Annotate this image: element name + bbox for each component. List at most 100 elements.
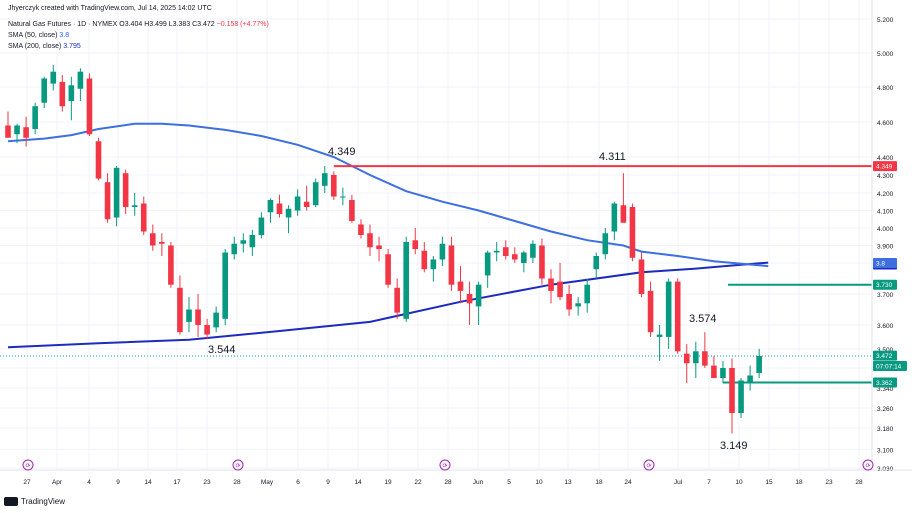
candle bbox=[747, 365, 753, 391]
candle bbox=[349, 194, 355, 223]
tradingview-brand-text: TradingView bbox=[21, 497, 66, 506]
x-tick-label: 15 bbox=[765, 479, 773, 486]
y-tick-label: 4.200 bbox=[877, 191, 894, 198]
candle bbox=[611, 201, 618, 241]
x-tick-label: 28 bbox=[444, 479, 452, 486]
event-marker-icon[interactable] bbox=[643, 459, 655, 471]
y-tick-label: 4.600 bbox=[877, 120, 894, 127]
candle bbox=[358, 219, 364, 239]
event-marker-icon[interactable] bbox=[232, 459, 244, 471]
event-marker-glyph: ⟳ bbox=[442, 464, 447, 470]
countdown-timer: 07:07:14 bbox=[876, 364, 902, 371]
candle bbox=[150, 224, 156, 251]
candle bbox=[693, 341, 699, 378]
high-value: H3.499 bbox=[144, 21, 167, 28]
y-tick-label: 4.300 bbox=[877, 173, 894, 180]
x-tick-label: 7 bbox=[707, 479, 711, 486]
x-tick-label: May bbox=[261, 479, 274, 486]
x-tick-label: 6 bbox=[296, 479, 300, 486]
candle bbox=[530, 240, 536, 263]
candle bbox=[548, 269, 554, 304]
price-badge-text: 3.362 bbox=[876, 380, 893, 387]
instrument-line: Natural Gas Futures · 1D · NYMEX O3.404 … bbox=[8, 21, 269, 28]
candle bbox=[720, 360, 726, 383]
y-tick-label: 5.200 bbox=[877, 17, 894, 24]
candle bbox=[430, 256, 437, 282]
x-tick-label: 22 bbox=[414, 479, 422, 486]
sma-200-label: SMA (200, close) bbox=[8, 43, 62, 50]
event-marker-icon[interactable] bbox=[22, 459, 34, 471]
x-tick-label: 9 bbox=[326, 479, 330, 486]
sma-200-value: 3.795 bbox=[63, 43, 81, 50]
candle bbox=[104, 173, 111, 223]
x-tick-label: 28 bbox=[855, 479, 863, 486]
y-tick-label: 3.340 bbox=[877, 386, 894, 393]
candle bbox=[86, 73, 93, 136]
candle bbox=[602, 228, 609, 260]
candle bbox=[213, 306, 219, 333]
event-markers[interactable]: ⟳ ⟳ ⟳ ⟳ ⟳ bbox=[22, 459, 874, 471]
x-tick-label: Apr bbox=[52, 479, 63, 486]
candle bbox=[575, 297, 581, 316]
candle bbox=[566, 284, 572, 316]
x-tick-label: 28 bbox=[233, 479, 241, 486]
x-tick-label: 17 bbox=[173, 479, 181, 486]
y-tick-label: 4.400 bbox=[877, 155, 894, 162]
candle bbox=[77, 68, 84, 101]
y-tick-label: 3.600 bbox=[877, 323, 894, 330]
candle bbox=[629, 203, 636, 262]
price-badge-text: 3.730 bbox=[876, 282, 893, 289]
price-badge-text: 3.472 bbox=[876, 353, 893, 360]
event-marker-glyph: ⟳ bbox=[646, 464, 651, 470]
x-tick-label: 10 bbox=[735, 479, 743, 486]
y-tick-label: 4.000 bbox=[877, 226, 894, 233]
sma-50-legend[interactable]: SMA (50, close) 3.8 bbox=[8, 32, 69, 39]
price-axis[interactable]: 5.200 5.000 4.800 4.600 4.400 4.300 4.200 4.100… bbox=[871, 0, 907, 473]
candle bbox=[539, 238, 545, 285]
price-badge: 3.730 bbox=[873, 279, 897, 290]
candle bbox=[367, 224, 373, 256]
candle bbox=[186, 297, 192, 333]
event-marker-glyph: ⟳ bbox=[25, 464, 30, 470]
time-axis[interactable]: 27 Apr 4 9 14 17 23 28 May 6 9 14 19 22 28 Jun 5 10 13 18 24… bbox=[0, 469, 912, 486]
candle bbox=[656, 325, 663, 361]
candle bbox=[385, 249, 391, 288]
y-tick-label: 3.700 bbox=[877, 292, 894, 299]
x-tick-label: 27 bbox=[23, 479, 31, 486]
candle bbox=[340, 187, 346, 206]
candle bbox=[738, 378, 744, 418]
price-annotation: 3.149 bbox=[720, 440, 748, 452]
x-tick-label: 5 bbox=[507, 479, 511, 486]
event-marker-icon[interactable] bbox=[862, 459, 874, 471]
candle bbox=[95, 137, 102, 181]
event-marker-icon[interactable] bbox=[439, 459, 451, 471]
candle bbox=[32, 102, 38, 135]
candle bbox=[439, 236, 446, 267]
candle bbox=[702, 332, 708, 368]
candle bbox=[674, 278, 681, 354]
candle bbox=[557, 263, 563, 301]
candle bbox=[168, 242, 174, 288]
candle bbox=[665, 278, 672, 349]
candle bbox=[620, 173, 627, 223]
candle bbox=[512, 247, 518, 263]
x-tick-label: 13 bbox=[564, 479, 572, 486]
candle bbox=[457, 266, 464, 304]
candle bbox=[5, 111, 11, 138]
y-tick-label: 3.260 bbox=[877, 406, 894, 413]
x-tick-label: 23 bbox=[825, 479, 833, 486]
horizontal-levels[interactable] bbox=[0, 165, 872, 384]
candle bbox=[729, 358, 735, 434]
tradingview-brand[interactable]: TradingView bbox=[4, 497, 65, 506]
price-badge: 3.362 bbox=[873, 377, 897, 388]
x-tick-label: 19 bbox=[384, 479, 392, 486]
sma-200-legend[interactable]: SMA (200, close) 3.795 bbox=[8, 43, 81, 50]
y-tick-label: 4.800 bbox=[877, 85, 894, 92]
candle bbox=[711, 356, 717, 378]
price-annotation: 4.349 bbox=[328, 146, 356, 158]
candle bbox=[502, 240, 509, 260]
candle bbox=[159, 233, 165, 256]
candle bbox=[231, 236, 238, 260]
price-annotation: 3.574 bbox=[689, 313, 717, 325]
